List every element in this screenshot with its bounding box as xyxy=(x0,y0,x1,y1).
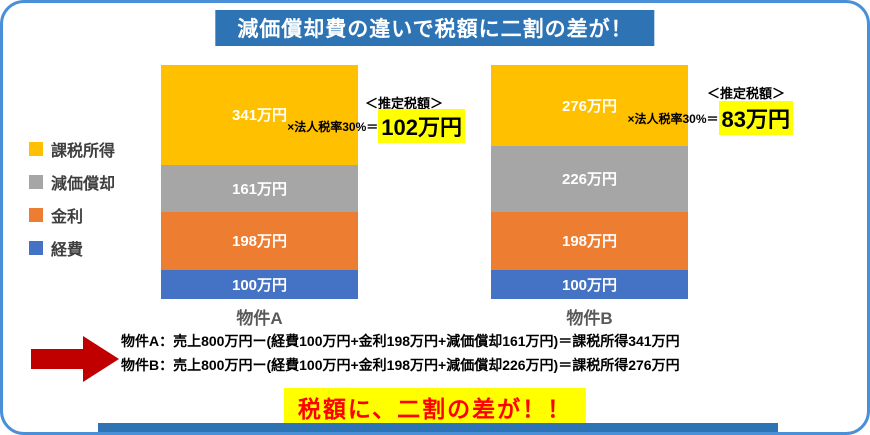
red-arrow-icon xyxy=(31,336,119,382)
bar-segment-金利: 198万円 xyxy=(491,211,688,270)
tax-formula-a: ×法人税率30%＝ 102万円 xyxy=(287,109,465,143)
legend-item-金利: 金利 xyxy=(29,205,115,226)
tax-value-a: 102万円 xyxy=(378,109,465,143)
bar-segment-経費: 100万円 xyxy=(491,269,688,299)
bottom-accent-bar xyxy=(98,423,778,432)
tax-value-b: 83万円 xyxy=(718,101,793,135)
estimated-tax-header-a: ＜推定税額＞ xyxy=(365,96,444,111)
bar-segment-課税所得: 341万円 xyxy=(161,65,358,165)
formula-line-property-b: 物件B：売上800万円ー(経費100万円+金利198万円+減価償却226万円)＝… xyxy=(121,357,680,373)
tax-rate-text-b: ×法人税率30%＝ xyxy=(627,111,719,126)
bar-segment-金利: 198万円 xyxy=(161,211,358,270)
legend-item-経費: 経費 xyxy=(29,238,115,259)
legend-label: 課税所得 xyxy=(51,143,116,160)
legend-item-減価償却: 減価償却 xyxy=(29,172,116,193)
conclusion-banner: 税額に、二割の差が！！ xyxy=(283,388,587,426)
bar-segment-減価償却: 226万円 xyxy=(491,145,688,212)
formula-line-property-a: 物件A：売上800万円ー(経費100万円+金利198万円+減価償却161万円)＝… xyxy=(121,333,680,349)
bar-label-property-a: 物件A xyxy=(236,309,283,328)
tax-rate-text-a: ×法人税率30%＝ xyxy=(287,119,379,134)
tax-formula-b: ×法人税率30%＝ 83万円 xyxy=(627,101,793,135)
legend-label: 金利 xyxy=(51,209,84,226)
stacked-bar-property-b: 276万円 226万円 198万円 100万円 xyxy=(491,65,688,299)
legend-label: 減価償却 xyxy=(51,176,116,193)
bar-segment-課税所得: 276万円 xyxy=(491,65,688,146)
legend: 課税所得減価償却金利経費 xyxy=(29,139,116,259)
estimated-tax-header-b: ＜推定税額＞ xyxy=(707,86,786,101)
legend-swatch xyxy=(29,142,43,156)
stacked-bar-property-a: 341万円 161万円 198万円 100万円 xyxy=(161,65,358,299)
legend-swatch xyxy=(29,208,43,222)
bar-segment-経費: 100万円 xyxy=(161,269,358,299)
legend-swatch xyxy=(29,175,43,189)
page-title: 減価償却費の違いで税額に二割の差が！ xyxy=(215,10,655,46)
legend-item-課税所得: 課税所得 xyxy=(29,139,116,160)
bar-label-property-b: 物件B xyxy=(566,309,613,328)
legend-swatch xyxy=(29,241,43,255)
bar-segment-減価償却: 161万円 xyxy=(161,164,358,212)
legend-label: 経費 xyxy=(51,242,84,259)
